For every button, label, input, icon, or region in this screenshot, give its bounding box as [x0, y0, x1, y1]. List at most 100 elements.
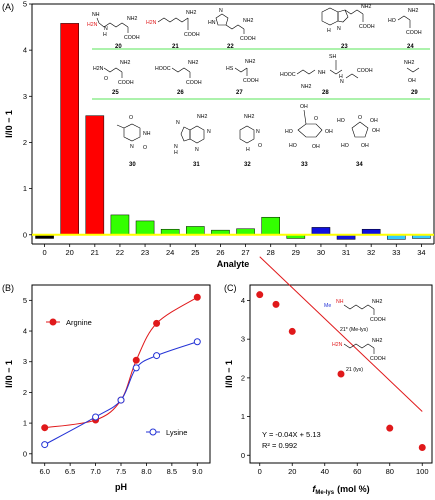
svg-text:OH: OH: [312, 144, 320, 150]
x-tick-label: 8.0: [141, 467, 151, 476]
svg-text:COOH: COOH: [370, 317, 386, 323]
structure-31: NH2 N N N N H 31: [174, 114, 211, 168]
data-point: [256, 291, 264, 299]
x-tick-label: 23: [141, 248, 149, 257]
svg-text:COOH: COOH: [118, 80, 134, 86]
panel-c-x-ticks: 0 20 40 60 80 100: [258, 463, 429, 476]
panel-b-legend-argnine: Argnine: [46, 318, 92, 327]
svg-text:O: O: [258, 143, 262, 149]
svg-text:N: N: [174, 144, 178, 150]
svg-text:NH2: NH2: [301, 84, 311, 90]
svg-text:N: N: [256, 129, 260, 135]
structure-21-lys: H2N NH2 COOH 21 (lys): [332, 338, 386, 373]
panel-a-x-ticks: 0 20 21 22 23 24 25 26 27 28 29 30 31 32 33 34: [42, 244, 426, 257]
fit-line: [259, 256, 423, 412]
structure-24: HO NH2 COOH 24: [388, 8, 422, 50]
svg-text:COOH: COOH: [186, 80, 202, 86]
svg-text:NH2: NH2: [372, 299, 382, 305]
x-tick-label: 0: [258, 467, 262, 476]
x-tick-label: 0: [42, 248, 46, 257]
svg-text:23: 23: [341, 44, 348, 50]
panel-c-y-label: I/I0 − 1: [224, 360, 234, 388]
svg-text:N: N: [104, 26, 108, 32]
x-tick-label: 20: [66, 248, 74, 257]
panel-c-axes: [249, 284, 433, 464]
y-tick-label: 0: [241, 451, 245, 460]
svg-text:32: 32: [244, 162, 251, 168]
y-tick-label: 3: [241, 335, 245, 344]
svg-text:O: O: [104, 76, 108, 82]
svg-text:HOOC: HOOC: [155, 66, 171, 72]
data-point: [153, 319, 161, 327]
y-tick-label: 4: [241, 296, 245, 305]
svg-text:COOH: COOH: [359, 24, 375, 30]
panel-a-axes: [31, 3, 435, 245]
svg-text:28: 28: [322, 90, 329, 96]
svg-text:H: H: [246, 147, 250, 153]
data-point: [337, 370, 345, 378]
data-point: [386, 424, 394, 432]
data-point: [132, 364, 140, 372]
structure-20: NH H2N N H NH2 COOH 20: [87, 12, 140, 50]
svg-text:Lysine: Lysine: [166, 428, 187, 437]
series-line-0: [44, 296, 198, 429]
data-point: [288, 327, 296, 335]
svg-text:NH2: NH2: [244, 114, 254, 120]
x-tick-label: 100: [416, 467, 429, 476]
panel-c-r2: R² = 0.992: [262, 441, 297, 450]
data-point: [117, 396, 125, 404]
svg-text:NH2: NH2: [188, 60, 198, 66]
panel-a-x-label: Analyte: [217, 259, 250, 269]
bar-28: [261, 216, 280, 236]
y-tick-label: 3: [23, 357, 27, 366]
svg-text:H: H: [103, 32, 107, 38]
x-tick-label: 26: [216, 248, 224, 257]
panel-a-y-ticks: 0 1 2 3 4 5: [23, 0, 32, 239]
svg-text:NH: NH: [143, 131, 151, 137]
data-point: [41, 424, 49, 432]
y-tick-label: 4: [23, 46, 27, 55]
data-point: [272, 300, 280, 308]
svg-text:Me: Me: [324, 303, 331, 309]
data-point: [41, 441, 49, 449]
svg-text:H: H: [339, 74, 343, 80]
svg-text:HN: HN: [208, 20, 216, 26]
svg-text:H: H: [174, 150, 178, 156]
structure-26: HOOC NH2 COOH 26: [155, 60, 202, 96]
svg-text:H2N: H2N: [93, 66, 104, 72]
svg-text:H2N: H2N: [332, 342, 343, 348]
x-tick-label: 25: [191, 248, 199, 257]
panel-b-x-label: pH: [115, 482, 127, 492]
bar-22: [110, 214, 130, 236]
svg-text:NH2: NH2: [372, 338, 382, 344]
structure-34: O HO OH OH HO OH 34: [337, 115, 380, 168]
panel-b-x-ticks: 6.0 6.5 7.0 7.5 8.0 8.5 9.0: [39, 463, 203, 476]
y-tick-label: 4: [23, 327, 27, 336]
x-tick-label: 6.0: [39, 467, 49, 476]
svg-text:HO: HO: [341, 143, 349, 149]
structure-25: H2N O NH2 COOH 25: [93, 60, 134, 96]
x-tick-label: 30: [317, 248, 325, 257]
svg-text:34: 34: [356, 162, 363, 168]
data-point: [193, 338, 201, 346]
svg-text:20: 20: [115, 44, 122, 50]
svg-text:31: 31: [193, 162, 200, 168]
svg-text:NH2: NH2: [404, 60, 414, 66]
structure-21-star: Me NH NH2 COOH 21* (Me-lys): [324, 299, 386, 333]
svg-text:H2N: H2N: [146, 20, 157, 26]
svg-text:NH: NH: [336, 299, 344, 305]
y-tick-label: 0: [23, 230, 27, 239]
x-tick-label: 32: [367, 248, 375, 257]
bar-23: [135, 220, 155, 236]
svg-text:SH: SH: [329, 54, 336, 60]
svg-text:COOH: COOH: [124, 35, 140, 41]
svg-text:24: 24: [407, 44, 414, 50]
x-tick-label: 6.5: [65, 467, 75, 476]
svg-text:HO: HO: [337, 118, 345, 124]
svg-text:N: N: [207, 129, 211, 135]
y-tick-label: 1: [23, 184, 27, 193]
svg-text:21 (lys): 21 (lys): [346, 367, 363, 373]
y-tick-label: 1: [23, 419, 27, 428]
svg-text:N: N: [130, 144, 134, 150]
